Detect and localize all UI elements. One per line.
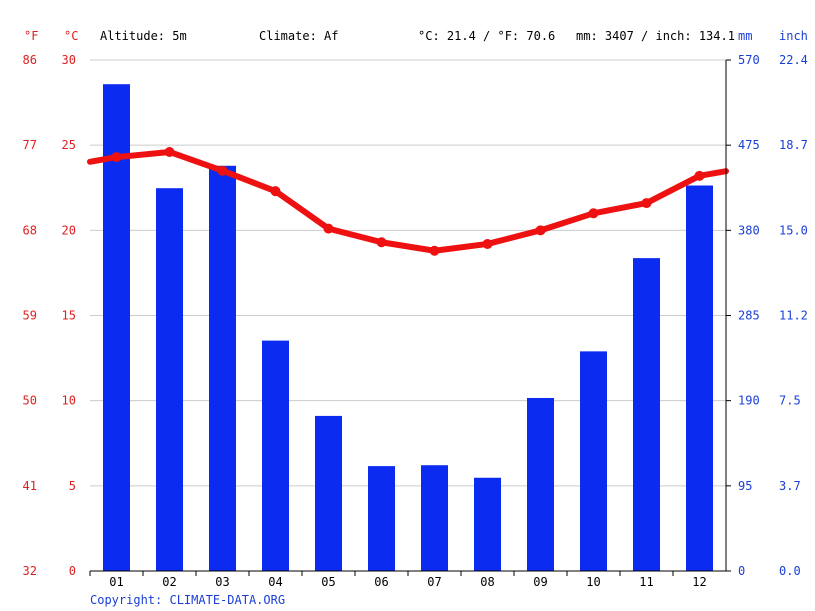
month-tick-label: 02 bbox=[162, 575, 176, 589]
inch-tick-label: 0.0 bbox=[779, 564, 801, 578]
celsius-tick-label: 0 bbox=[69, 564, 76, 578]
fahrenheit-tick-label: 50 bbox=[23, 394, 37, 408]
temperature-point bbox=[482, 238, 493, 249]
temperature-point bbox=[429, 245, 440, 256]
inch-unit-label: inch bbox=[779, 29, 808, 43]
month-tick-label: 07 bbox=[427, 575, 441, 589]
mm-tick-label: 380 bbox=[738, 223, 760, 237]
fahrenheit-tick-label: 32 bbox=[23, 564, 37, 578]
axes bbox=[89, 59, 731, 576]
mm-tick-label: 0 bbox=[738, 564, 745, 578]
tick-labels: 32 0 0 0.0 41 5 95 3.7 50 10 190 7.5 59 15 285 11.2 68 20… bbox=[23, 53, 808, 589]
precipitation-bar bbox=[315, 415, 342, 571]
fahrenheit-tick-label: 68 bbox=[23, 223, 37, 237]
celsius-tick-label: 30 bbox=[62, 53, 76, 67]
fahrenheit-tick-label: 59 bbox=[23, 309, 37, 323]
temperature-polyline bbox=[87, 148, 729, 254]
precipitation-bar bbox=[156, 188, 183, 571]
mm-tick-label: 95 bbox=[738, 479, 752, 493]
copyright-text: Copyright: CLIMATE-DATA.ORG bbox=[90, 593, 285, 607]
celsius-tick-label: 15 bbox=[62, 309, 76, 323]
mm-unit-label: mm bbox=[738, 29, 752, 43]
precipitation-bar bbox=[103, 84, 130, 571]
temperature-point bbox=[641, 198, 652, 209]
temperature-point bbox=[217, 165, 228, 176]
precipitation-bar bbox=[686, 185, 713, 571]
mm-tick-label: 475 bbox=[738, 138, 760, 152]
inch-tick-label: 22.4 bbox=[779, 53, 808, 67]
celsius-tick-label: 20 bbox=[62, 223, 76, 237]
temperature-average-label: °C: 21.4 / °F: 70.6 bbox=[418, 29, 555, 43]
fahrenheit-tick-label: 77 bbox=[23, 138, 37, 152]
climate-label: Climate: Af bbox=[259, 29, 338, 43]
inch-tick-label: 7.5 bbox=[779, 394, 801, 408]
month-tick-label: 05 bbox=[321, 575, 335, 589]
month-tick-label: 03 bbox=[215, 575, 229, 589]
precipitation-bar bbox=[262, 340, 289, 571]
mm-tick-label: 570 bbox=[738, 53, 760, 67]
fahrenheit-unit-label: °F bbox=[24, 29, 38, 43]
precipitation-bar bbox=[474, 477, 501, 571]
precipitation-bars bbox=[103, 84, 713, 572]
temperature-point bbox=[323, 223, 334, 234]
gridlines bbox=[90, 59, 726, 487]
inch-tick-label: 3.7 bbox=[779, 479, 801, 493]
month-tick-label: 12 bbox=[692, 575, 706, 589]
mm-tick-label: 190 bbox=[738, 394, 760, 408]
temperature-point bbox=[111, 152, 122, 163]
temperature-point bbox=[535, 225, 546, 236]
celsius-tick-label: 5 bbox=[69, 479, 76, 493]
fahrenheit-tick-label: 86 bbox=[23, 53, 37, 67]
month-tick-label: 09 bbox=[533, 575, 547, 589]
inch-tick-label: 11.2 bbox=[779, 309, 808, 323]
precipitation-bar bbox=[527, 397, 554, 571]
month-tick-label: 04 bbox=[268, 575, 282, 589]
month-tick-label: 06 bbox=[374, 575, 388, 589]
month-tick-label: 08 bbox=[480, 575, 494, 589]
temperature-point bbox=[164, 146, 175, 157]
temperature-point bbox=[376, 237, 387, 248]
inch-tick-label: 18.7 bbox=[779, 138, 808, 152]
precipitation-bar bbox=[580, 351, 607, 571]
month-tick-label: 10 bbox=[586, 575, 600, 589]
celsius-tick-label: 10 bbox=[62, 394, 76, 408]
temperature-point bbox=[588, 208, 599, 219]
altitude-label: Altitude: 5m bbox=[100, 29, 187, 43]
temperature-line bbox=[87, 146, 729, 256]
mm-tick-label: 285 bbox=[738, 309, 760, 323]
temperature-point bbox=[270, 186, 281, 197]
precipitation-bar bbox=[209, 165, 236, 572]
precipitation-bar bbox=[421, 465, 448, 571]
precipitation-bar bbox=[368, 466, 395, 571]
month-tick-label: 11 bbox=[639, 575, 653, 589]
precipitation-bar bbox=[633, 258, 660, 571]
month-tick-label: 01 bbox=[109, 575, 123, 589]
celsius-tick-label: 25 bbox=[62, 138, 76, 152]
fahrenheit-tick-label: 41 bbox=[23, 479, 37, 493]
inch-tick-label: 15.0 bbox=[779, 223, 808, 237]
temperature-point bbox=[694, 170, 705, 181]
celsius-unit-label: °C bbox=[64, 29, 78, 43]
precipitation-total-label: mm: 3407 / inch: 134.1 bbox=[576, 29, 735, 43]
